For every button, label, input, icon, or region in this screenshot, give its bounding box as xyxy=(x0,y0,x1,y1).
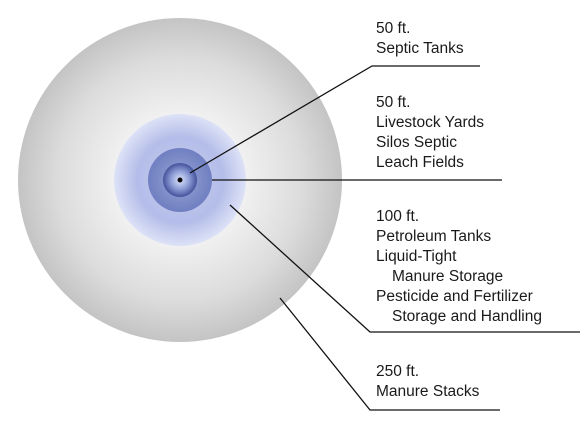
livestock-item: Leach Fields xyxy=(376,154,464,171)
petroleum-item: Petroleum Tanks xyxy=(376,228,492,245)
well-center-dot xyxy=(177,177,183,183)
leader-line-septic xyxy=(189,65,480,174)
petroleum-item: Storage and Handling xyxy=(392,308,542,325)
livestock-distance: 50 ft. xyxy=(376,94,411,111)
petroleum-item: Manure Storage xyxy=(392,268,504,285)
septic-label-block: 50 ft. Septic Tanks xyxy=(376,19,464,59)
livestock-item: Silos Septic xyxy=(376,134,457,151)
petroleum-item: Liquid-Tight xyxy=(376,248,457,265)
livestock-label-block: 50 ft. Livestock Yards Silos Septic Leac… xyxy=(376,93,484,173)
leader-line-petroleum xyxy=(229,204,580,333)
petroleum-item: Pesticide and Fertilizer xyxy=(376,288,533,305)
leader-line-manure xyxy=(279,297,500,411)
manure-label-block: 250 ft. Manure Stacks xyxy=(376,362,479,402)
petroleum-label-block: 100 ft. Petroleum Tanks Liquid-Tight Man… xyxy=(376,207,542,327)
septic-distance: 50 ft. xyxy=(376,20,411,37)
livestock-item: Livestock Yards xyxy=(376,114,484,131)
manure-distance: 250 ft. xyxy=(376,363,420,380)
petroleum-distance: 100 ft. xyxy=(376,208,420,225)
septic-item: Septic Tanks xyxy=(376,40,464,57)
manure-item: Manure Stacks xyxy=(376,383,480,400)
